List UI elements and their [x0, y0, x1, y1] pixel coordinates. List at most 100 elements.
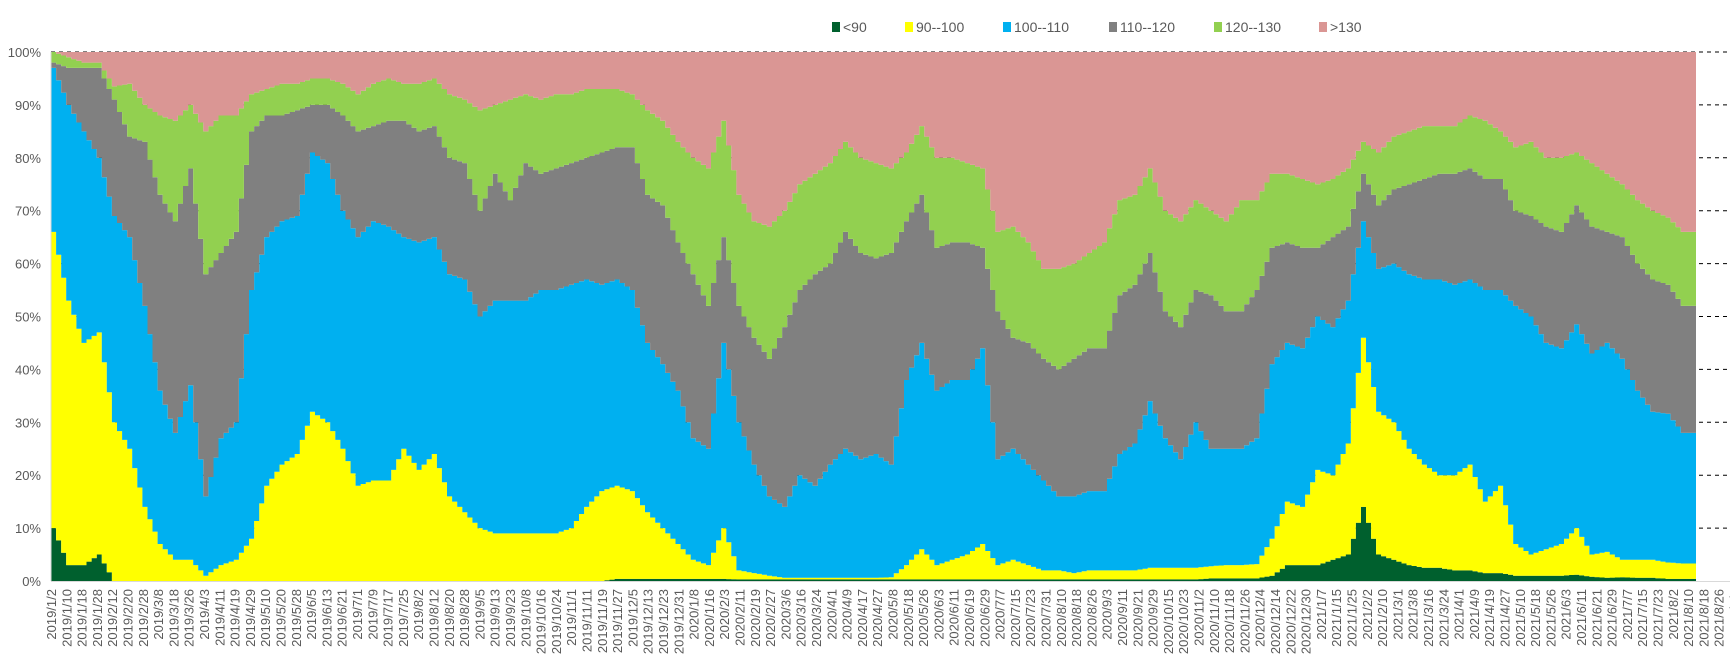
x-tick-label: 2021/5/10 — [1513, 589, 1528, 647]
x-tick-label: 2019/4/11 — [212, 589, 227, 646]
x-tick-label: 2019/5/28 — [289, 589, 304, 647]
x-tick-label: 2021/3/8 — [1406, 589, 1421, 640]
x-tick-label: 2021/4/19 — [1482, 589, 1497, 647]
x-tick-label: 2020/10/15 — [1161, 589, 1176, 654]
x-tick-label: 2020/11/2 — [1192, 589, 1207, 646]
x-tick-label: 2020/12/14 — [1268, 589, 1283, 654]
x-tick-label: 2019/6/13 — [319, 589, 334, 647]
area-series-0 — [51, 506, 1696, 581]
x-tick-label: 2020/2/19 — [748, 589, 763, 647]
area-series-5 — [51, 52, 1696, 269]
x-tick-label: 2021/6/11 — [1574, 589, 1589, 646]
x-tick-label: 2021/8/26 — [1712, 589, 1727, 647]
x-tick-label: 2021/5/26 — [1543, 589, 1558, 647]
axes — [50, 52, 1730, 582]
legend-item: <90 — [832, 19, 867, 35]
legend-swatch — [1319, 22, 1327, 32]
x-tick-label: 2021/1/25 — [1345, 589, 1360, 647]
x-tick-label: 2020/12/30 — [1299, 589, 1314, 654]
x-tick-label: 2019/9/13 — [488, 589, 503, 647]
x-tick-label: 2020/7/15 — [1008, 589, 1023, 647]
x-tick-label: 2020/5/8 — [886, 589, 901, 640]
x-tick-label: 2021/4/27 — [1498, 589, 1513, 647]
legend-item: 110--120 — [1109, 19, 1175, 35]
x-tick-label: 2021/7/23 — [1651, 589, 1666, 647]
y-tick-label: 90% — [15, 98, 41, 113]
x-tick-label: 2019/2/12 — [105, 589, 120, 647]
x-tick-label: 2020/7/7 — [993, 589, 1008, 640]
x-tick-label: 2020/2/3 — [717, 589, 732, 640]
y-tick-label: 10% — [15, 521, 41, 536]
legend-item: 120--130 — [1214, 19, 1281, 35]
x-tick-label: 2019/5/10 — [258, 589, 273, 647]
y-tick-label: 60% — [15, 257, 41, 272]
area-series — [51, 52, 1696, 581]
x-tick-label: 2020/10/23 — [1176, 589, 1191, 654]
y-tick-label: 80% — [15, 151, 41, 166]
x-tick-label: 2019/7/17 — [381, 589, 396, 647]
x-tick-label: 2019/4/3 — [197, 589, 212, 640]
x-tick-label: 2020/7/31 — [1039, 589, 1054, 647]
legend: <90 90--100 100--110 110--120 120--130 >130 — [832, 19, 1362, 35]
x-tick-label: 2019/5/20 — [274, 589, 289, 647]
legend-swatch — [1109, 22, 1117, 32]
x-tick-label: 2019/11/19 — [595, 589, 610, 653]
x-tick-label: 2019/4/19 — [228, 589, 243, 647]
x-tick-label: 2021/7/7 — [1620, 589, 1635, 640]
y-tick-labels: 0% 10% 20% 30% 40% 50% 60% 70% 80% 90% 100% — [8, 45, 42, 589]
x-tick-label: 2019/1/28 — [90, 589, 105, 647]
x-tick-label: 2020/11/26 — [1237, 589, 1252, 653]
y-tick-label: 50% — [15, 310, 41, 325]
x-tick-label: 2019/10/16 — [534, 589, 549, 654]
x-tick-label: 2021/3/16 — [1421, 589, 1436, 647]
legend-item: 90--100 — [905, 19, 964, 35]
x-tick-label: 2019/6/5 — [304, 589, 319, 640]
legend-label: 110--120 — [1120, 19, 1175, 35]
x-tick-label: 2019/8/28 — [457, 589, 472, 647]
x-tick-label: 2021/2/2 — [1360, 589, 1375, 640]
x-tick-label: 2020/5/26 — [916, 589, 931, 647]
area-series-1 — [51, 231, 1696, 581]
x-tick-label: 2019/8/12 — [427, 589, 442, 647]
y-tick-label: 40% — [15, 362, 41, 377]
x-tick-label: 2019/3/26 — [182, 589, 197, 647]
x-tick-label: 2020/8/18 — [1069, 589, 1084, 647]
x-tick-label: 2021/7/15 — [1635, 589, 1650, 647]
x-tick-label: 2019/7/25 — [396, 589, 411, 647]
x-tick-label: 2019/8/20 — [442, 589, 457, 647]
x-tick-label: 2020/2/27 — [763, 589, 778, 647]
x-tick-label: 2020/6/19 — [962, 589, 977, 647]
x-tick-label: 2019/10/8 — [518, 589, 533, 647]
x-tick-label: 2019/11/11 — [580, 589, 595, 652]
x-tick-label: 2020/8/10 — [1054, 589, 1069, 647]
x-tick-label: 2019/1/2 — [44, 589, 59, 640]
legend-item: >130 — [1319, 19, 1362, 35]
x-tick-label: 2020/1/8 — [687, 589, 702, 640]
legend-label: 120--130 — [1225, 19, 1281, 35]
x-tick-label: 2021/3/1 — [1390, 589, 1405, 640]
x-tick-label: 2020/5/18 — [901, 589, 916, 647]
x-tick-label: 2020/6/3 — [931, 589, 946, 640]
x-tick-label: 2019/9/5 — [472, 589, 487, 640]
x-tick-label: 2021/8/10 — [1681, 589, 1696, 647]
x-tick-label: 2020/9/29 — [1146, 589, 1161, 647]
x-tick-label: 2019/11/27 — [610, 589, 625, 653]
x-tick-label: 2019/9/23 — [503, 589, 518, 647]
x-tick-label: 2019/3/8 — [151, 589, 166, 640]
x-tick-label: 2020/12/4 — [1253, 589, 1268, 647]
x-tick-label: 2021/4/9 — [1467, 589, 1482, 640]
x-tick-label: 2020/9/3 — [1100, 589, 1115, 640]
x-tick-label: 2019/6/21 — [335, 589, 350, 647]
x-tick-label: 2020/12/22 — [1283, 589, 1298, 654]
x-tick-label: 2021/3/24 — [1436, 589, 1451, 647]
y-tick-label: 30% — [15, 415, 41, 430]
x-tick-label: 2019/12/5 — [625, 589, 640, 647]
x-tick-label: 2020/9/21 — [1130, 589, 1145, 647]
x-tick-label: 2020/8/26 — [1084, 589, 1099, 647]
y-tick-label: 100% — [8, 45, 42, 60]
x-tick-label: 2021/9/3 — [1727, 589, 1730, 640]
x-tick-label: 2020/11/18 — [1222, 589, 1237, 653]
x-tick-label: 2019/7/9 — [365, 589, 380, 640]
legend-swatch — [1003, 22, 1011, 32]
